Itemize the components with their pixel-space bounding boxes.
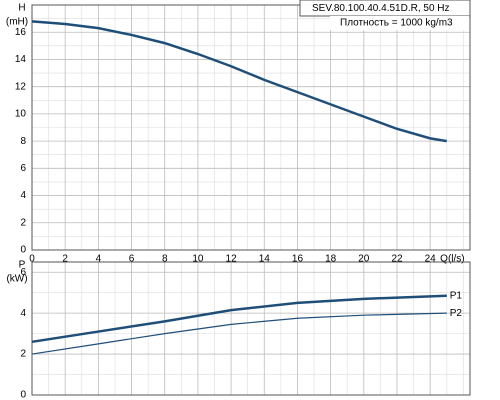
y-tick-label: 6 [20,163,26,174]
x-tick-label: 8 [162,254,168,265]
x-tick-label: 4 [96,254,102,265]
x-tick-label: 0 [29,254,35,265]
x-tick-label: 12 [226,254,238,265]
annotation: Плотность = 1000 kg/m3 [340,18,453,29]
x-tick-label: 10 [192,254,204,265]
x-tick-label: 6 [129,254,135,265]
y-tick-label: 10 [15,109,27,120]
plot-frame [31,4,471,251]
x-tick-label: 2 [62,254,68,265]
series-line [31,20,447,143]
y-axis-unit: (kW) [6,274,27,285]
x-tick-label: 20 [358,254,370,265]
y-axis-unit: (mH) [6,17,28,28]
x-tick-label: 16 [292,254,304,265]
annotation-bg [330,16,469,30]
y-axis-label: H [18,3,25,14]
series-label: P2 [450,308,463,319]
x-tick-label: 24 [425,254,437,265]
x-tick-label: 14 [259,254,271,265]
y-tick-label: 14 [15,54,27,65]
series-label: P1 [450,290,463,301]
y-tick-label: 2 [20,217,26,228]
y-tick-label: 16 [15,27,27,38]
x-tick-label: 18 [325,254,337,265]
series-line [31,294,447,344]
x-tick-label: 22 [391,254,403,265]
plot-frame [31,261,471,396]
y-tick-label: 4 [20,190,26,201]
series-line [31,312,447,355]
y-tick-label: 4 [20,308,26,319]
annotation: SEV.80.100.40.4.51D.R, 50 Hz [312,3,450,14]
y-tick-label: 8 [20,136,26,147]
y-tick-label: 2 [20,349,26,360]
y-tick-label: 0 [20,390,26,400]
y-axis-label: P [19,260,26,271]
y-tick-label: 6 [20,267,26,278]
x-axis-label: Q(l/s) [440,254,464,265]
y-tick-label: 12 [15,81,27,92]
y-tick-label: 0 [20,245,26,256]
